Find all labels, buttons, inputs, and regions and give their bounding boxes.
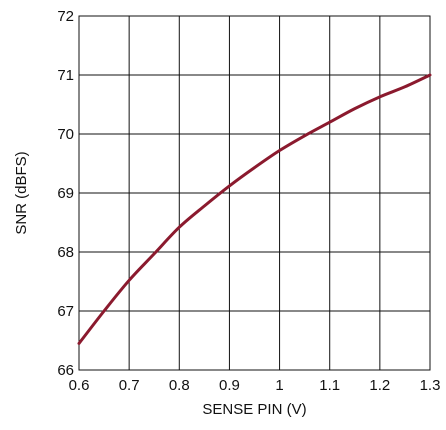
x-axis-title: SENSE PIN (V) — [202, 401, 306, 418]
x-axis-tick-labels: 0.6 0.7 0.8 0.9 1 1.1 1.2 1.3 — [69, 377, 441, 394]
y-tick-label: 68 — [57, 244, 74, 261]
y-axis-title: SNR (dBFS) — [13, 151, 30, 234]
x-tick-label: 0.7 — [119, 377, 140, 394]
y-tick-label: 72 — [57, 8, 74, 25]
x-tick-label: 1.2 — [369, 377, 390, 394]
series-line — [77, 73, 432, 345]
x-tick-label: 0.8 — [169, 377, 190, 394]
plot-frame — [78, 15, 431, 371]
x-tick-label: 1.1 — [319, 377, 340, 394]
y-axis-tick-labels: 66 67 68 69 70 71 72 — [57, 8, 74, 379]
y-tick-label: 71 — [57, 67, 74, 84]
x-tick-label: 0.9 — [219, 377, 240, 394]
x-tick-label: 1 — [275, 377, 283, 394]
grid-lines — [79, 16, 430, 370]
y-tick-label: 70 — [57, 126, 74, 143]
x-tick-label: 0.6 — [69, 377, 90, 394]
x-tick-label: 1.3 — [420, 377, 441, 394]
y-tick-label: 69 — [57, 185, 74, 202]
y-tick-label: 66 — [57, 362, 74, 379]
y-tick-label: 67 — [57, 303, 74, 320]
